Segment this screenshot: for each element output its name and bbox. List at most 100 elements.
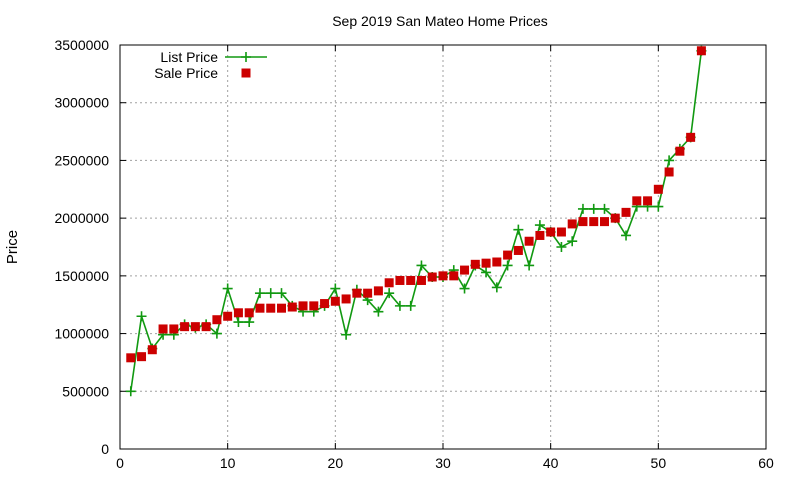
data-point — [180, 322, 190, 332]
data-point — [675, 146, 685, 156]
data-point — [298, 301, 308, 311]
data-point — [535, 230, 545, 240]
data-point — [460, 265, 470, 275]
data-point — [373, 286, 383, 296]
data-point — [363, 288, 373, 298]
data-point — [696, 46, 706, 56]
data-point — [524, 236, 534, 246]
data-point — [546, 227, 556, 237]
data-point — [233, 308, 243, 318]
data-point — [577, 203, 588, 214]
data-point — [621, 230, 632, 241]
data-point — [513, 224, 524, 235]
data-point — [201, 322, 211, 332]
data-point — [664, 167, 674, 177]
data-point — [341, 329, 352, 340]
data-point — [330, 296, 340, 306]
y-tick-label: 500000 — [62, 383, 109, 399]
data-point — [384, 288, 395, 299]
data-point — [502, 260, 513, 271]
data-point — [211, 328, 222, 339]
data-point — [653, 201, 664, 212]
x-tick-label: 30 — [435, 455, 451, 471]
data-point — [621, 207, 631, 217]
data-point — [556, 242, 567, 252]
data-point — [599, 203, 610, 214]
data-point — [255, 303, 265, 313]
data-point — [341, 294, 351, 304]
data-point — [481, 258, 491, 268]
x-tick-label: 50 — [651, 455, 667, 471]
data-point — [449, 271, 459, 281]
data-point — [416, 260, 427, 271]
y-tick-label: 3000000 — [54, 95, 109, 111]
data-point — [147, 345, 157, 355]
grid-lines — [120, 45, 766, 449]
data-point — [513, 245, 523, 255]
data-point — [125, 386, 136, 397]
series-layer — [125, 45, 707, 397]
data-point — [158, 324, 168, 334]
y-tick-label: 2500000 — [54, 152, 109, 168]
data-point — [287, 302, 297, 312]
data-point — [578, 217, 588, 227]
x-tick-label: 0 — [116, 455, 124, 471]
data-point — [233, 317, 244, 328]
data-point — [266, 303, 276, 313]
data-point — [352, 288, 362, 298]
data-point — [664, 155, 675, 166]
y-tick-label: 0 — [101, 441, 109, 457]
data-point — [556, 227, 566, 237]
series-2 — [126, 46, 706, 363]
data-point — [491, 282, 502, 293]
data-point — [244, 317, 255, 328]
data-point — [190, 322, 200, 332]
data-point — [470, 259, 480, 269]
data-point — [137, 352, 147, 362]
data-point — [277, 303, 286, 313]
data-point — [222, 283, 233, 294]
data-point — [276, 288, 287, 299]
data-point — [405, 300, 416, 311]
y-axis-label: Price — [4, 230, 21, 264]
data-point — [320, 299, 330, 309]
data-point — [126, 353, 136, 363]
data-point — [169, 324, 179, 334]
data-point — [223, 311, 233, 321]
y-tick-label: 1000000 — [54, 326, 109, 342]
data-point — [384, 278, 394, 288]
data-point — [643, 196, 653, 206]
data-point — [481, 267, 492, 278]
y-tick-label: 2000000 — [54, 210, 109, 226]
data-point — [567, 236, 578, 247]
data-point — [244, 308, 254, 318]
data-point — [492, 257, 502, 267]
data-point — [600, 217, 609, 227]
x-tick-label: 20 — [328, 455, 344, 471]
data-point — [632, 196, 642, 206]
legend-marker — [241, 52, 251, 62]
data-point — [254, 288, 265, 299]
x-tick-label: 10 — [220, 455, 236, 471]
legend-marker — [241, 68, 251, 78]
data-point — [534, 220, 545, 231]
data-point — [588, 203, 599, 214]
data-point — [653, 184, 663, 194]
y-tick-label: 3500000 — [54, 37, 109, 53]
data-point — [406, 275, 416, 285]
axes: 0 10 20 30 40 50 60 0 500000 1000000 1500000 200000… — [54, 37, 774, 471]
legend-label: Sale Price — [154, 65, 218, 81]
data-point — [136, 311, 147, 322]
data-point — [610, 213, 620, 223]
data-point — [438, 271, 448, 281]
data-point — [686, 132, 696, 142]
data-point — [524, 260, 535, 271]
data-point — [265, 288, 276, 299]
x-tick-label: 60 — [758, 455, 774, 471]
chart-title: Sep 2019 San Mateo Home Prices — [332, 13, 548, 29]
legend-label: List Price — [160, 49, 218, 65]
series-line — [129, 50, 703, 392]
data-point — [394, 300, 405, 311]
